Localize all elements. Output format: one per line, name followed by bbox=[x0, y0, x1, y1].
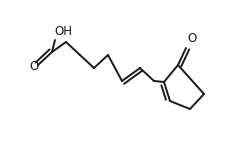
Text: O: O bbox=[29, 61, 38, 74]
Text: OH: OH bbox=[54, 25, 72, 38]
Text: O: O bbox=[187, 32, 196, 45]
